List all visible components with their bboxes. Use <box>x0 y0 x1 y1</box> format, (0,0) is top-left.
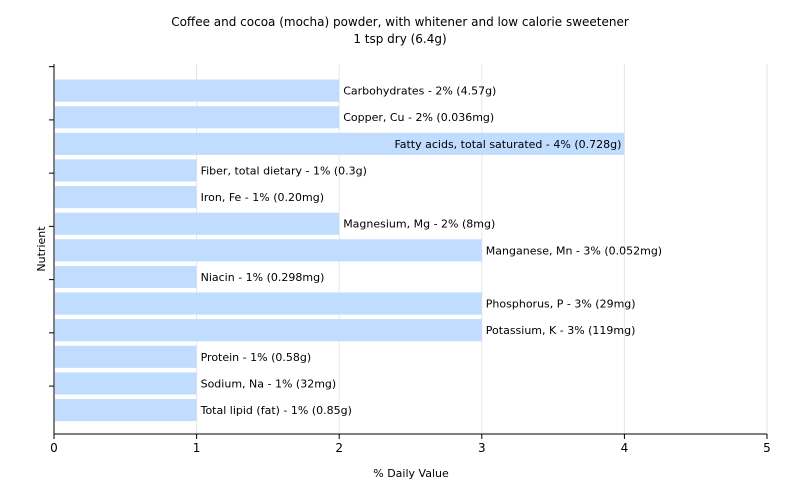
x-axis-label: % Daily Value <box>373 467 449 480</box>
bar-data-label: Manganese, Mn - 3% (0.052mg) <box>486 244 662 257</box>
bar-data-label: Potassium, K - 3% (119mg) <box>486 324 636 337</box>
bar <box>55 292 482 315</box>
bar-data-label: Total lipid (fat) - 1% (0.85g) <box>200 404 352 417</box>
bar <box>55 265 197 288</box>
x-tick-label: 2 <box>335 441 343 455</box>
bar-data-label: Protein - 1% (0.58g) <box>201 351 312 364</box>
x-tick-label: 1 <box>193 441 201 455</box>
bar <box>55 186 197 209</box>
y-axis-label: Nutrient <box>35 226 48 272</box>
bar-data-label: Niacin - 1% (0.298mg) <box>201 271 325 284</box>
x-tick-label: 4 <box>621 441 629 455</box>
chart-subtitle: 1 tsp dry (6.4g) <box>353 32 447 46</box>
bar-group: Carbohydrates - 2% (4.57g) Copper, Cu - 2… <box>55 79 662 422</box>
bar <box>55 159 197 182</box>
bar <box>55 372 197 395</box>
x-tick-label: 3 <box>478 441 486 455</box>
bar <box>55 132 625 155</box>
bar-data-label: Phosphorus, P - 3% (29mg) <box>486 298 636 311</box>
x-tick-label: 5 <box>763 441 771 455</box>
bar-data-label: Fatty acids, total saturated - 4% (0.728… <box>394 138 621 151</box>
bar-data-label: Magnesium, Mg - 2% (8mg) <box>343 218 495 231</box>
bar <box>55 345 197 368</box>
bar-data-label: Copper, Cu - 2% (0.036mg) <box>343 111 494 124</box>
bar <box>55 239 482 262</box>
bar-data-label: Carbohydrates - 2% (4.57g) <box>343 85 496 98</box>
bar <box>55 79 340 102</box>
x-tick-label: 0 <box>50 441 58 455</box>
bar-data-label: Fiber, total dietary - 1% (0.3g) <box>201 164 367 177</box>
chart-title: Coffee and cocoa (mocha) powder, with wh… <box>171 15 629 29</box>
axes <box>53 64 767 435</box>
bar-data-label: Sodium, Na - 1% (32mg) <box>201 377 337 390</box>
bar-data-label: Iron, Fe - 1% (0.20mg) <box>201 191 324 204</box>
bar <box>55 106 340 129</box>
bar <box>55 398 197 422</box>
bar <box>55 319 482 342</box>
x-ticks: 0 1 2 3 4 5 <box>50 434 771 455</box>
bar <box>55 212 340 235</box>
y-ticks <box>49 66 54 387</box>
